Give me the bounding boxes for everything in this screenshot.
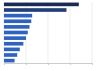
tick-mark xyxy=(48,63,49,65)
tick xyxy=(4,63,5,65)
tick xyxy=(26,63,27,65)
chart xyxy=(0,0,100,71)
bars xyxy=(4,3,79,63)
grid xyxy=(4,2,92,63)
tick xyxy=(70,63,71,65)
tick-mark xyxy=(26,63,27,65)
tick xyxy=(48,63,49,65)
bar xyxy=(4,31,28,35)
x-axis xyxy=(5,63,93,65)
bar xyxy=(4,19,31,23)
bar xyxy=(4,36,26,40)
bar xyxy=(4,14,32,18)
bar xyxy=(4,8,66,12)
bar xyxy=(4,48,20,52)
axis-line xyxy=(5,64,93,66)
grid-line xyxy=(92,2,93,63)
bar xyxy=(4,3,79,7)
bar xyxy=(4,25,30,29)
tick-mark xyxy=(70,63,71,65)
tick xyxy=(92,63,93,65)
tick-mark xyxy=(4,63,5,65)
bar xyxy=(4,42,23,46)
grid-line xyxy=(70,2,71,63)
tick-mark xyxy=(92,63,93,65)
bar xyxy=(4,59,15,63)
bar xyxy=(4,53,17,57)
plot xyxy=(4,2,93,65)
